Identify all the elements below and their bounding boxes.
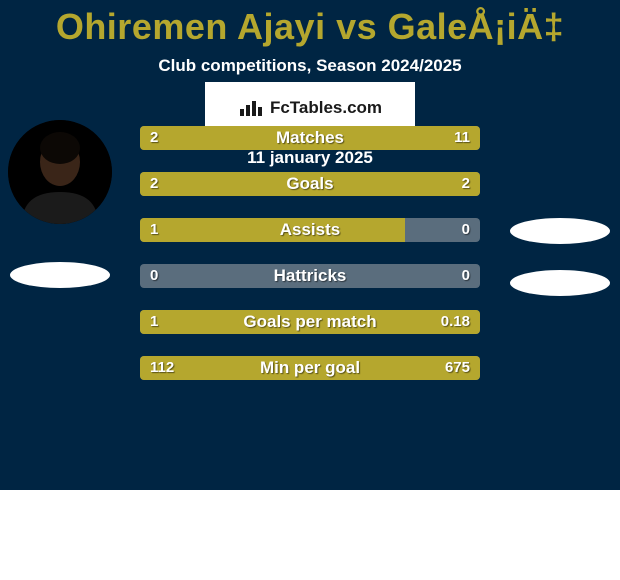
stat-bars: Matches211Goals22Assists10Hattricks00Goa… — [140, 126, 480, 402]
stat-bar-left-fill — [140, 310, 429, 334]
bar-chart-icon — [238, 98, 264, 118]
stat-bar-right-fill — [432, 356, 480, 380]
player-right-column — [500, 120, 620, 296]
player-right-flag-2 — [510, 270, 610, 296]
stat-bar-right-value: 0 — [462, 264, 470, 288]
stat-bar-left-fill — [140, 356, 432, 380]
player-left-column — [0, 120, 120, 288]
card-subtitle: Club competitions, Season 2024/2025 — [0, 56, 620, 76]
stat-bar-label: Hattricks — [140, 264, 480, 288]
player-left-avatar — [8, 120, 112, 224]
stat-bar-row: Goals per match10.18 — [140, 310, 480, 334]
stat-bar-right-fill — [310, 172, 480, 196]
stat-bar-right-value: 0 — [462, 218, 470, 242]
player-right-flag-1 — [510, 218, 610, 244]
stat-bar-row: Min per goal112675 — [140, 356, 480, 380]
stat-bar-right-fill — [429, 310, 480, 334]
branding-text: FcTables.com — [270, 98, 382, 118]
stat-bar-row: Hattricks0 0 — [140, 264, 480, 288]
stat-bar-right-fill — [201, 126, 480, 150]
player-right-avatar-placeholder — [508, 120, 612, 224]
stat-bar-left-fill — [140, 126, 201, 150]
stat-bar-row: Goals22 — [140, 172, 480, 196]
comparison-card: Ohiremen Ajayi vs GaleÅ¡iÄ‡ Club competi… — [0, 0, 620, 490]
avatar-silhouette-icon — [8, 120, 112, 224]
stat-bar-row: Matches211 — [140, 126, 480, 150]
stat-bar-row: Assists10 — [140, 218, 480, 242]
stat-bar-left-fill — [140, 172, 310, 196]
stat-bar-left-value: 0 — [150, 264, 158, 288]
card-title: Ohiremen Ajayi vs GaleÅ¡iÄ‡ — [0, 6, 620, 48]
stat-bar-left-fill — [140, 218, 405, 242]
player-left-flag — [10, 262, 110, 288]
